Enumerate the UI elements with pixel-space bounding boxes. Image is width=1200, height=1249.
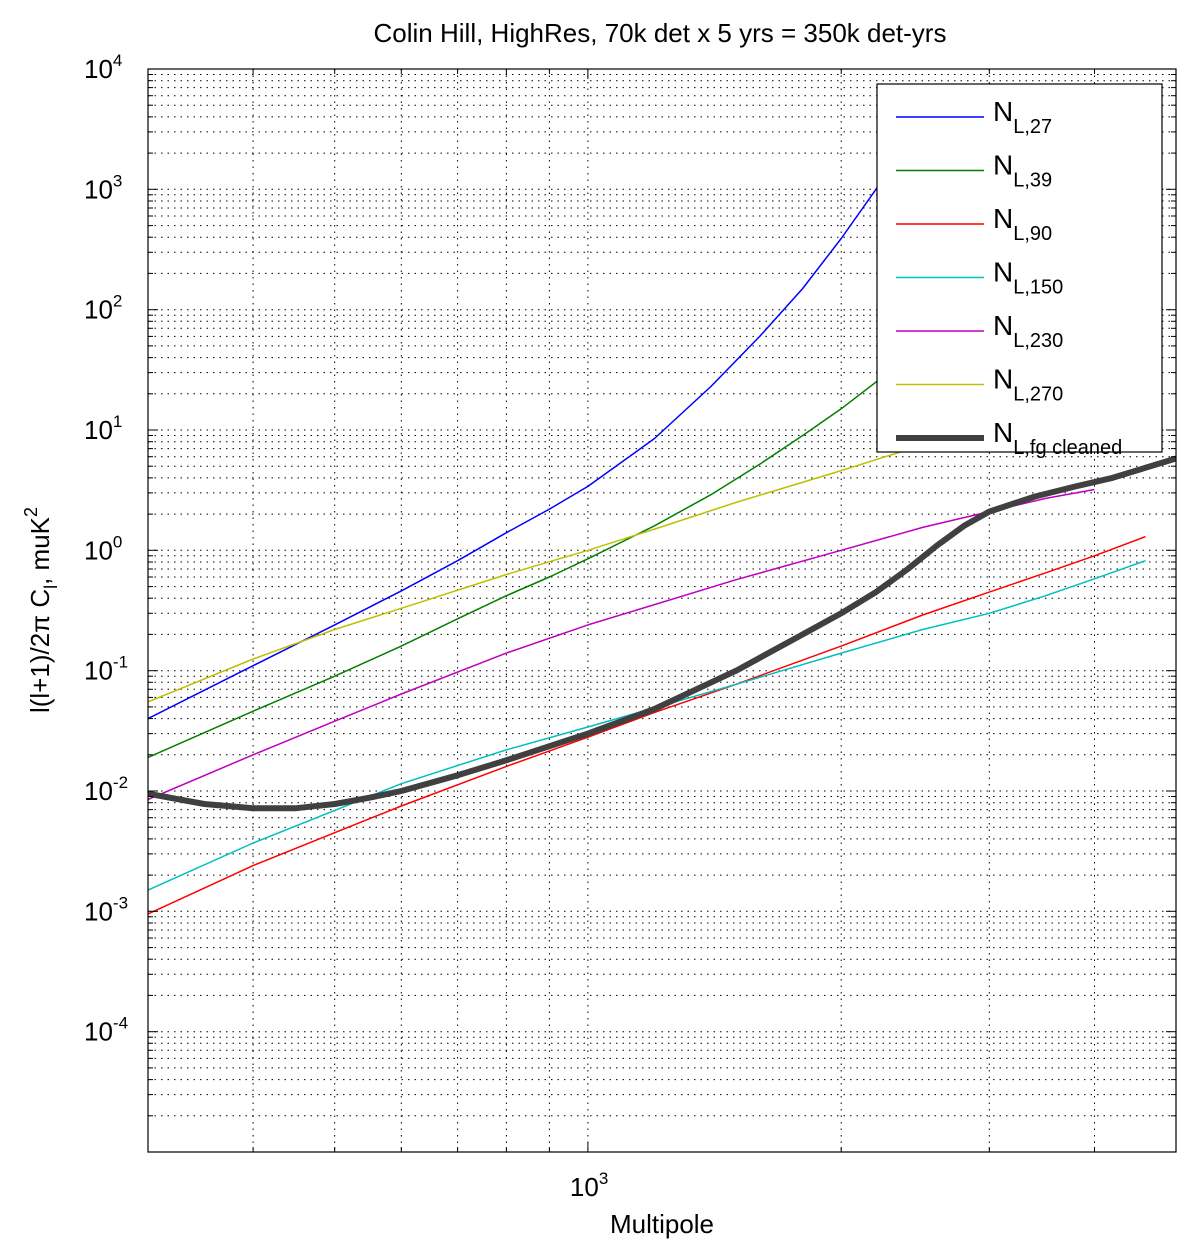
- series-line-l-90: [148, 535, 1146, 915]
- legend: NL,27 NL,39 NL,90 NL,150 NL,230 NL,270 NL,fg c…: [876, 83, 1163, 459]
- y-tick-label: 10-1: [84, 653, 128, 686]
- chart-title: Colin Hill, HighRes, 70k det x 5 yrs = 3…: [374, 18, 947, 48]
- y-tick-label: 100: [84, 532, 122, 565]
- series-line-l-150: [148, 559, 1146, 891]
- y-tick-label: 10-3: [84, 893, 128, 926]
- legend-label: NL,90: [993, 203, 1052, 245]
- y-tick-label: 101: [84, 412, 122, 445]
- legend-label: NL,150: [993, 257, 1063, 299]
- y-axis-label: l(l+1)/2π Cl, muK2: [21, 507, 61, 713]
- y-tick-label: 103: [84, 171, 122, 204]
- legend-label: NL,39: [993, 150, 1052, 192]
- legend-label: NL,27: [993, 96, 1052, 138]
- legend-label: NL,230: [993, 310, 1063, 352]
- legend-label: NL,fg cleaned: [993, 417, 1122, 459]
- grid: [148, 69, 1176, 1152]
- legend-label: NL,270: [993, 364, 1063, 406]
- y-tick-label: 10-2: [84, 773, 128, 806]
- y-tick-label: 102: [84, 292, 122, 325]
- y-tick-label: 10-4: [84, 1014, 128, 1047]
- plot-area: [148, 87, 1176, 915]
- plot-frame: [147, 68, 1177, 1153]
- series-line-l-27: [148, 87, 938, 720]
- series-line-l-270: [148, 444, 923, 703]
- series-line-l-fg-cleaned: [148, 455, 1176, 812]
- y-tick-label: 104: [84, 51, 122, 84]
- axis-ticks: 104 103 102 101 100 10-1 10-2 10-3 10-4 103: [84, 51, 1176, 1202]
- legend-box: [876, 83, 1163, 453]
- x-tick-label: 103: [570, 1169, 608, 1202]
- x-axis-label: Multipole: [610, 1209, 714, 1239]
